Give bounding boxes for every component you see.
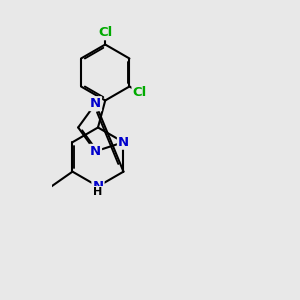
Text: N: N [118, 136, 129, 149]
Text: N: N [90, 97, 101, 110]
Text: Cl: Cl [98, 26, 112, 39]
Text: N: N [92, 180, 104, 193]
Text: H: H [93, 187, 103, 197]
Text: N: N [90, 145, 101, 158]
Text: Cl: Cl [133, 86, 147, 99]
